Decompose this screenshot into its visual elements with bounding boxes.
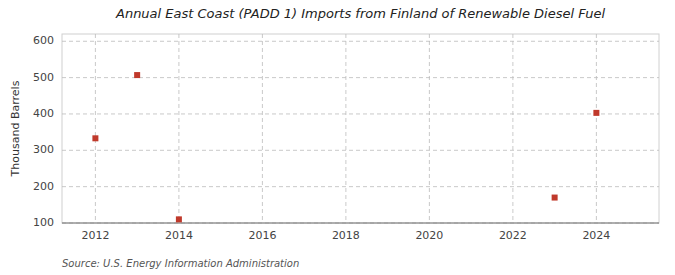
x-grid-line — [345, 34, 346, 223]
y-grid-line — [62, 113, 659, 114]
y-tick-label: 400 — [33, 107, 54, 120]
source-note: Source: U.S. Energy Information Administ… — [62, 258, 299, 269]
x-tick-label: 2024 — [582, 229, 610, 242]
x-grid-line — [178, 34, 179, 223]
ticks: 100 200 300 400 500 600 2012 2014 2016 2018 2020 20… — [33, 34, 610, 242]
y-tick-label: 600 — [33, 34, 54, 47]
point — [176, 216, 182, 222]
y-tick-label: 500 — [33, 71, 54, 84]
x-axis-line — [62, 223, 659, 224]
y-tick-label: 200 — [33, 180, 54, 193]
x-tick-label: 2018 — [332, 229, 360, 242]
point — [134, 72, 140, 78]
x-tick-label: 2014 — [165, 229, 193, 242]
y-axis-label: Thousand Barrels — [9, 80, 22, 177]
y-grid-line — [62, 77, 659, 78]
y-grid-line — [62, 41, 659, 42]
point — [552, 195, 558, 201]
x-grid-line — [95, 34, 96, 223]
points — [92, 72, 599, 222]
x-tick-label: 2020 — [415, 229, 443, 242]
plot-frame — [62, 34, 659, 223]
title: Annual East Coast (PADD 1) Imports from … — [115, 6, 605, 21]
x-tick-label: 2012 — [81, 229, 109, 242]
y-tick-label: 100 — [33, 216, 54, 229]
y-grid-line — [62, 150, 659, 151]
x-grid-line — [512, 34, 513, 223]
x-grid-line — [596, 34, 597, 223]
x-tick-label: 2016 — [248, 229, 276, 242]
x-tick-label: 2022 — [499, 229, 527, 242]
grid — [62, 34, 659, 223]
y-grid-line — [62, 223, 659, 224]
point — [92, 135, 98, 141]
y-tick-label: 300 — [33, 143, 54, 156]
point — [593, 110, 599, 116]
x-grid-line — [262, 34, 263, 223]
y-grid-line — [62, 186, 659, 187]
chart: 100 200 300 400 500 600 2012 2014 2016 2018 2020 20… — [0, 0, 675, 275]
x-grid-line — [429, 34, 430, 223]
